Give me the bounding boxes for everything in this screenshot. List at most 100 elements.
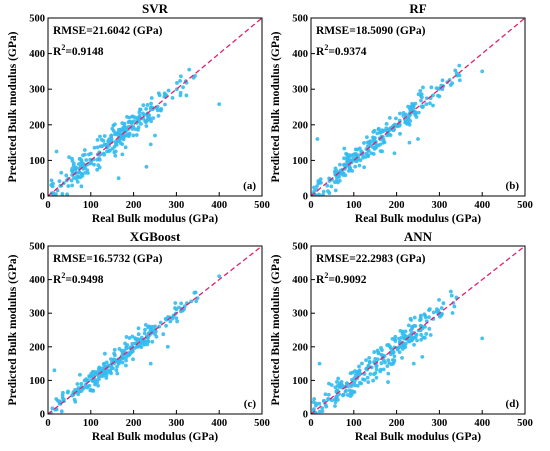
panel-svr-point (102, 152, 107, 157)
panel-ann-point (323, 392, 328, 397)
panel-xgboost-ytick-label: 400 (29, 275, 45, 286)
panel-svr-point (153, 133, 157, 138)
panel-svr-point (144, 124, 149, 128)
panel-ann-point (320, 409, 325, 414)
panel-ann-point (380, 353, 385, 358)
panel-rf-point (453, 68, 458, 73)
panel-ann-point (397, 350, 402, 355)
panel-ann-point (317, 361, 322, 366)
panel-xgboost-point (135, 339, 140, 343)
panel-xgboost-point (161, 332, 166, 337)
panel-ann-xtick-label: 100 (346, 418, 362, 429)
panel-svr-point (92, 162, 96, 167)
panel-rf-point (421, 104, 425, 109)
panel-svr-point (178, 90, 183, 95)
panel-svr-point (112, 132, 117, 137)
panel-xgboost-xtick-label: 400 (211, 418, 227, 429)
panel-ann-point (390, 349, 395, 354)
panel-xgboost-point (146, 325, 151, 330)
panel-xgboost-point (104, 376, 109, 380)
panel-ann-point (450, 311, 455, 315)
panel-svr-point (54, 149, 59, 154)
panel-svr-point (158, 107, 163, 112)
panel-rf-point (358, 158, 363, 163)
panel-ann-point (385, 364, 390, 369)
panel-rf-point (371, 130, 376, 134)
panel-rf-point (344, 151, 348, 156)
panel-svr-point (166, 88, 171, 93)
panel-rf-point (416, 110, 421, 115)
panel-svr-point (65, 192, 70, 196)
panel-xgboost-point (116, 361, 121, 366)
panel-ann-point (390, 336, 395, 341)
panel-svr-point (120, 152, 125, 157)
panel-svr-xtick-label: 100 (83, 200, 99, 211)
panel-ann-point (326, 397, 331, 402)
panel-ann-ytick-label: 0 (303, 410, 308, 421)
panel-rf-point (388, 133, 393, 138)
panel-svr-point (141, 111, 145, 116)
panel-ann-point (379, 361, 384, 366)
panel-ann-point (413, 324, 418, 328)
panel-svr-point (113, 139, 118, 144)
panel-ann-point (371, 378, 376, 383)
panel-rf-point (408, 119, 413, 123)
panel-xgboost-point (217, 274, 222, 279)
panel-xgboost-point (195, 296, 200, 300)
panel-ann-point (376, 351, 381, 356)
panel-svr-point (95, 145, 100, 150)
panel-ann-point (374, 367, 379, 372)
panel-svr-ytick-label: 200 (29, 120, 45, 131)
panel-svr-point (86, 171, 90, 175)
panel-rf-point (334, 169, 339, 173)
panel-rf-ytick-label: 200 (292, 120, 308, 131)
panel-ann-point (410, 324, 415, 329)
panel-rf-ytick-label: 300 (292, 85, 308, 96)
panel-rf-xtick-label: 300 (432, 200, 448, 211)
panel-ann-point (379, 346, 383, 350)
panel-rf-point (362, 141, 366, 145)
panel-ann-point (320, 406, 325, 411)
panel-rf-point (398, 111, 402, 116)
panel-xgboost-point (168, 319, 173, 324)
panel-rf-point (366, 154, 371, 159)
panel-xgboost-label: (c) (244, 398, 257, 410)
panel-ann-point (322, 398, 326, 403)
panel-xgboost: XGBoost 0 100 200 300 400 500 0 100 200 300 400 500 R… (7, 229, 270, 443)
panel-ann-point (386, 371, 391, 376)
panel-rf-point (405, 116, 410, 121)
panel-ann-point (427, 315, 431, 320)
panel-svr-point (95, 137, 100, 142)
panel-xgboost-point (124, 358, 128, 363)
panel-ann-ylabel: Predicted Bulk modulus (GPa) (270, 254, 282, 405)
panel-svr-point (132, 115, 137, 120)
panel-ann-point (415, 338, 419, 343)
panel-xgboost-point (130, 341, 135, 346)
panel-rf-point (398, 131, 402, 136)
panel-svr-point (149, 119, 154, 124)
panel-ann-point (312, 397, 317, 401)
panel-rf-point (380, 129, 385, 134)
panel-svr-point (125, 114, 129, 119)
panel-svr-point (147, 113, 151, 118)
panel-rf-point (329, 184, 334, 189)
panel-rf-point (378, 142, 383, 147)
panel-xgboost-point (148, 361, 153, 366)
panel-ann-point (353, 372, 358, 377)
panel-svr-points (49, 67, 222, 196)
panel-rf-point (387, 115, 392, 120)
panel-xgboost-point (115, 364, 119, 369)
panel-rf-point (428, 101, 432, 106)
panel-xgboost-point (104, 360, 109, 365)
panel-svr-point (57, 179, 62, 183)
panel-svr-xtick-label: 400 (211, 200, 227, 211)
panel-rf-point (362, 165, 367, 170)
panel-ann-frame (310, 245, 526, 415)
panel-svr-reference-line (47, 17, 263, 197)
panel-xgboost-point (115, 371, 120, 376)
panel-xgboost-point (50, 406, 55, 411)
panel-xgboost-point (57, 401, 62, 406)
panel-svr-point (98, 144, 103, 149)
panel-svr-point (117, 135, 122, 140)
panel-rf-point (419, 98, 423, 103)
